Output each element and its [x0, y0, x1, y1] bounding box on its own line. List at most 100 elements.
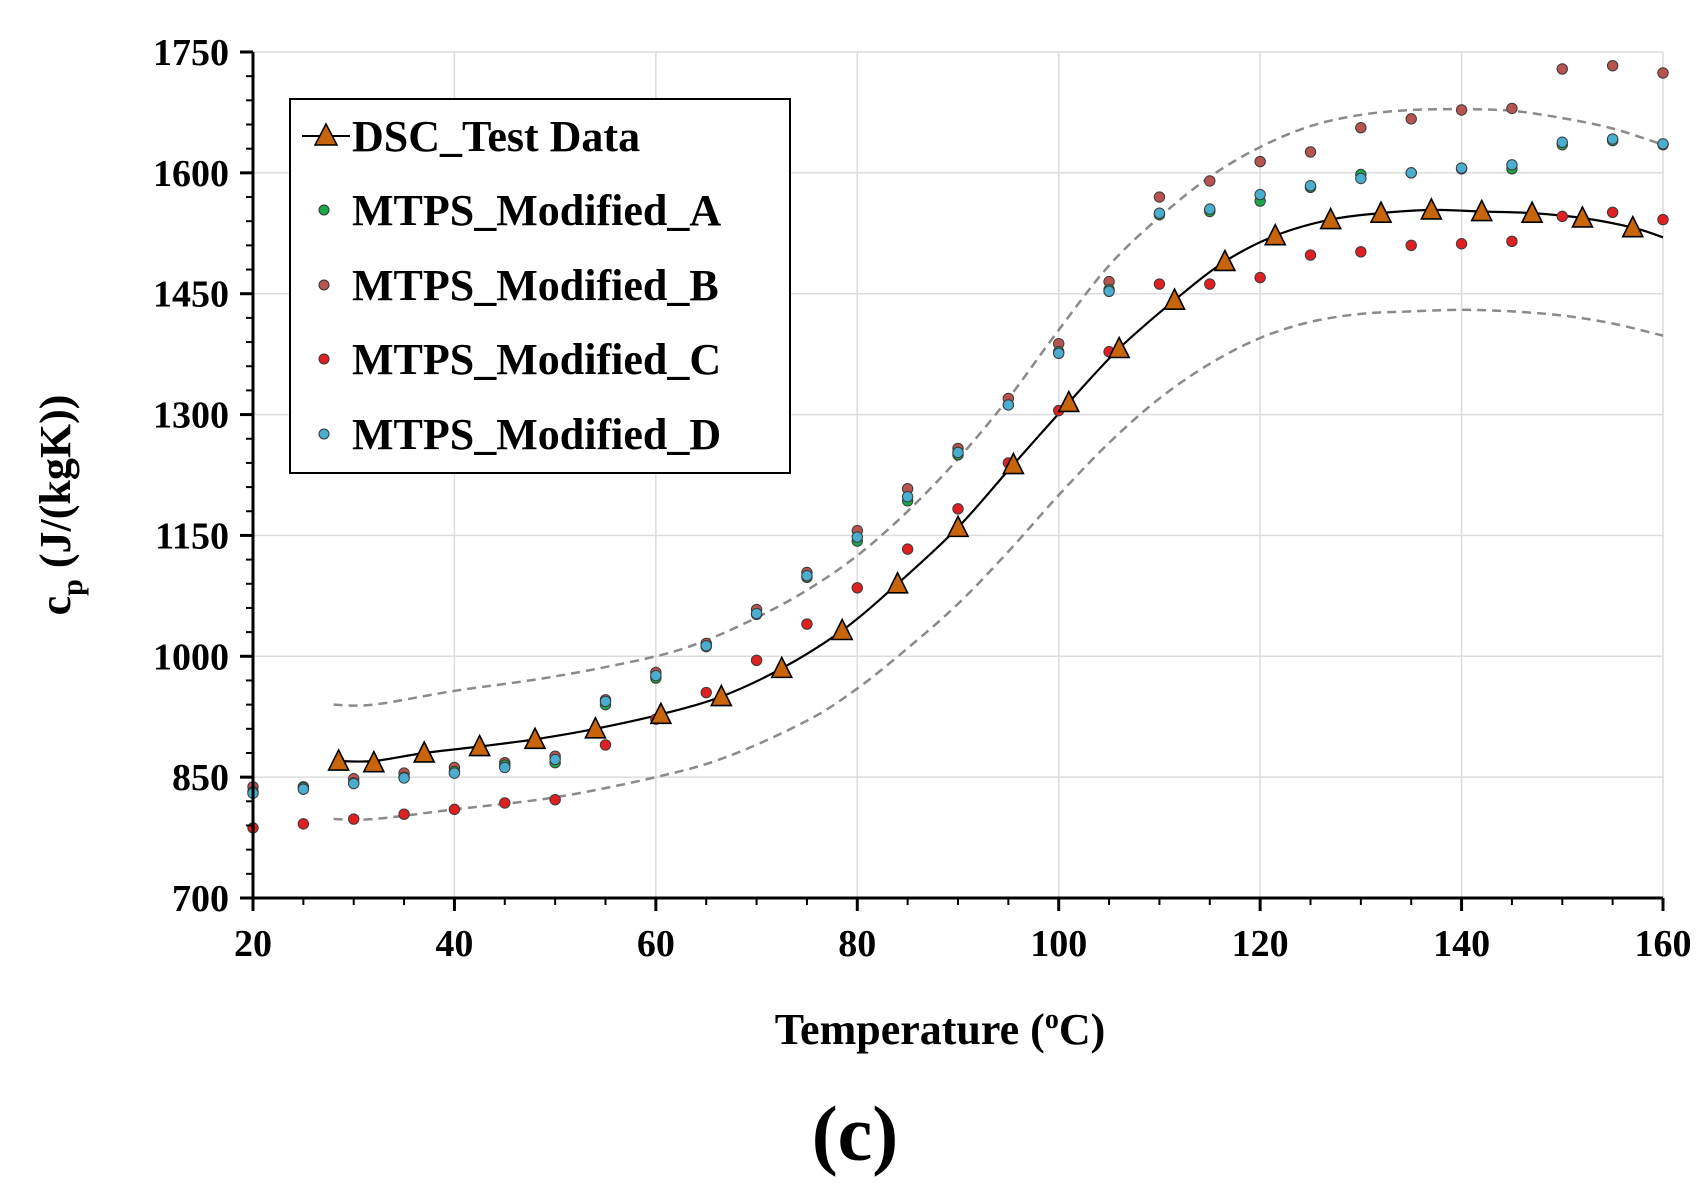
y-tick-label-1300: 1300 [153, 395, 229, 437]
point-mtps-modified-d-23 [1405, 167, 1417, 179]
point-mtps-modified-b-22 [1355, 122, 1367, 134]
point-dsc-test-data-2 [412, 740, 436, 763]
legend-label-c: MTPS_Modified_C [352, 335, 721, 384]
upper-bound-curve [333, 107, 1664, 707]
confidence-bounds [333, 107, 1664, 821]
x-tick-label-140: 140 [1433, 923, 1490, 965]
legend-item-dsc: DSC_Test Data [302, 112, 640, 161]
legend-item-c: MTPS_Modified_C [318, 335, 721, 384]
point-mtps-modified-b-19 [1204, 175, 1216, 187]
point-mtps-modified-c-14 [952, 503, 964, 515]
point-dsc-test-data-20 [1420, 197, 1443, 220]
point-mtps-modified-c-23 [1405, 239, 1417, 252]
point-mtps-modified-c-28 [1657, 213, 1669, 226]
point-mtps-modified-b-23 [1405, 113, 1417, 125]
x-axis-title: Temperature (oC) [775, 1004, 1106, 1054]
point-dsc-test-data-1 [362, 749, 386, 773]
point-dsc-test-data-16 [1213, 248, 1237, 272]
y-tick-label-1750: 1750 [153, 32, 229, 74]
point-dsc-test-data-11 [946, 514, 970, 538]
y-tick-label-1000: 1000 [153, 636, 229, 678]
legend-marker-a [318, 204, 330, 216]
point-mtps-modified-d-2 [348, 777, 360, 790]
point-mtps-modified-d-26 [1556, 136, 1568, 148]
point-mtps-modified-d-5 [499, 761, 511, 774]
data-points [247, 59, 1669, 834]
point-dsc-test-data-19 [1369, 200, 1393, 223]
point-mtps-modified-d-27 [1606, 133, 1619, 145]
point-dsc-test-data-3 [468, 733, 491, 757]
legend-marker-d [318, 428, 330, 440]
point-mtps-modified-c-5 [499, 797, 511, 809]
point-mtps-modified-d-10 [750, 607, 763, 620]
point-mtps-modified-b-24 [1455, 104, 1468, 116]
legend-label-b: MTPS_Modified_B [352, 261, 719, 310]
point-mtps-modified-c-3 [398, 808, 410, 820]
point-mtps-modified-c-2 [348, 813, 360, 825]
point-mtps-modified-c-19 [1204, 278, 1216, 290]
point-mtps-modified-b-25 [1506, 102, 1518, 115]
point-mtps-modified-d-24 [1455, 162, 1468, 174]
point-mtps-modified-c-6 [549, 794, 561, 806]
legend-item-a: MTPS_Modified_A [318, 186, 721, 235]
point-dsc-test-data-6 [649, 701, 673, 725]
point-mtps-modified-d-14 [952, 446, 964, 459]
point-dsc-test-data-23 [1571, 205, 1594, 228]
point-dsc-test-data-15 [1163, 287, 1186, 310]
point-mtps-modified-d-3 [398, 772, 410, 784]
point-mtps-modified-b-21 [1304, 146, 1317, 158]
point-mtps-modified-c-22 [1355, 246, 1367, 258]
point-mtps-modified-d-7 [599, 695, 612, 708]
point-mtps-modified-d-17 [1103, 285, 1115, 297]
point-mtps-modified-d-4 [448, 767, 461, 779]
legend: DSC_Test Data MTPS_Modified_A MTPS_Modif… [289, 98, 791, 474]
x-tick-label-20: 20 [234, 923, 272, 965]
point-dsc-test-data-10 [886, 570, 909, 594]
point-mtps-modified-b-18 [1153, 191, 1166, 203]
point-mtps-modified-c-21 [1304, 249, 1317, 261]
point-mtps-modified-d-21 [1304, 180, 1317, 192]
legend-box [289, 98, 791, 474]
point-mtps-modified-c-10 [750, 654, 763, 667]
point-mtps-modified-c-24 [1455, 238, 1468, 250]
legend-item-b: MTPS_Modified_B [318, 261, 719, 310]
axes [240, 50, 1665, 911]
point-mtps-modified-c-7 [599, 739, 612, 751]
point-mtps-modified-d-8 [650, 669, 662, 682]
point-dsc-test-data-22 [1520, 200, 1544, 223]
point-mtps-modified-d-13 [901, 491, 914, 503]
legend-marker-b [318, 279, 330, 291]
dsc-fit-curve [338, 208, 1664, 763]
point-mtps-modified-c-20 [1254, 271, 1266, 284]
point-mtps-modified-c-12 [851, 582, 863, 594]
point-dsc-test-data-13 [1057, 389, 1081, 413]
point-mtps-modified-c-26 [1556, 210, 1568, 223]
y-tick-label-1150: 1150 [155, 515, 229, 557]
legend-marker-c [318, 353, 330, 365]
point-mtps-modified-d-15 [1002, 399, 1015, 411]
point-dsc-test-data-7 [710, 683, 733, 707]
point-mtps-modified-b-28 [1657, 67, 1669, 79]
x-tick-label-40: 40 [435, 923, 473, 965]
point-mtps-modified-c-11 [801, 618, 813, 630]
y-axis-title: cp (J/(kgK)) [31, 395, 89, 616]
point-mtps-modified-c-25 [1506, 235, 1518, 248]
point-mtps-modified-d-6 [549, 753, 561, 766]
y-tick-label-1600: 1600 [153, 153, 229, 195]
point-dsc-test-data-12 [1002, 451, 1025, 475]
point-mtps-modified-c-27 [1606, 206, 1619, 219]
lower-bound-curve [333, 308, 1664, 821]
y-tick-label-850: 850 [172, 757, 229, 799]
x-tick-label-100: 100 [1030, 923, 1087, 965]
legend-label-d: MTPS_Modified_D [352, 410, 721, 459]
point-dsc-test-data-24 [1621, 214, 1645, 238]
panel-label: (c) [812, 1090, 899, 1177]
point-mtps-modified-d-28 [1657, 138, 1669, 150]
point-dsc-test-data-14 [1107, 335, 1131, 359]
x-tick-label-60: 60 [637, 923, 675, 965]
legend-item-d: MTPS_Modified_D [318, 410, 721, 459]
point-mtps-modified-c-9 [700, 686, 712, 699]
point-dsc-test-data-8 [770, 655, 794, 679]
